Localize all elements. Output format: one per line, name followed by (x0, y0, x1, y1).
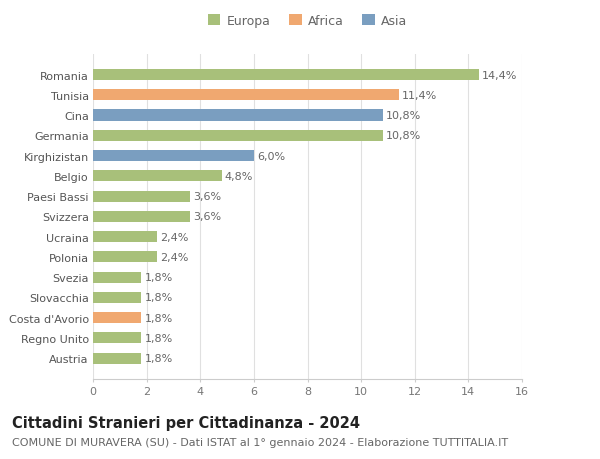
Bar (93, 272, 141, 283)
Bar (93, 211, 190, 223)
Text: 1,8%: 1,8% (145, 313, 173, 323)
Text: 6,0%: 6,0% (257, 151, 285, 161)
Text: 1,8%: 1,8% (145, 333, 173, 343)
Bar (93, 70, 479, 81)
Bar (93, 90, 398, 101)
Text: 3,6%: 3,6% (193, 192, 221, 202)
Bar (93, 171, 222, 182)
Bar (93, 313, 141, 324)
Bar (93, 292, 141, 303)
Bar (93, 333, 141, 344)
Text: 1,8%: 1,8% (145, 293, 173, 303)
Bar (93, 353, 141, 364)
Bar (93, 130, 383, 141)
Text: 10,8%: 10,8% (386, 131, 421, 141)
Text: 4,8%: 4,8% (225, 172, 253, 181)
Bar (93, 110, 383, 121)
Legend: Europa, Africa, Asia: Europa, Africa, Asia (203, 10, 412, 33)
Bar (93, 252, 157, 263)
Text: Cittadini Stranieri per Cittadinanza - 2024: Cittadini Stranieri per Cittadinanza - 2… (12, 415, 360, 431)
Text: 2,4%: 2,4% (161, 232, 189, 242)
Text: 10,8%: 10,8% (386, 111, 421, 121)
Text: 1,8%: 1,8% (145, 273, 173, 283)
Text: 1,8%: 1,8% (145, 353, 173, 364)
Text: COMUNE DI MURAVERA (SU) - Dati ISTAT al 1° gennaio 2024 - Elaborazione TUTTITALI: COMUNE DI MURAVERA (SU) - Dati ISTAT al … (12, 437, 508, 447)
Text: 3,6%: 3,6% (193, 212, 221, 222)
Bar (93, 231, 157, 243)
Text: 2,4%: 2,4% (161, 252, 189, 262)
Text: 11,4%: 11,4% (402, 90, 437, 101)
Bar (93, 191, 190, 202)
Bar (93, 151, 254, 162)
Text: 14,4%: 14,4% (482, 70, 518, 80)
